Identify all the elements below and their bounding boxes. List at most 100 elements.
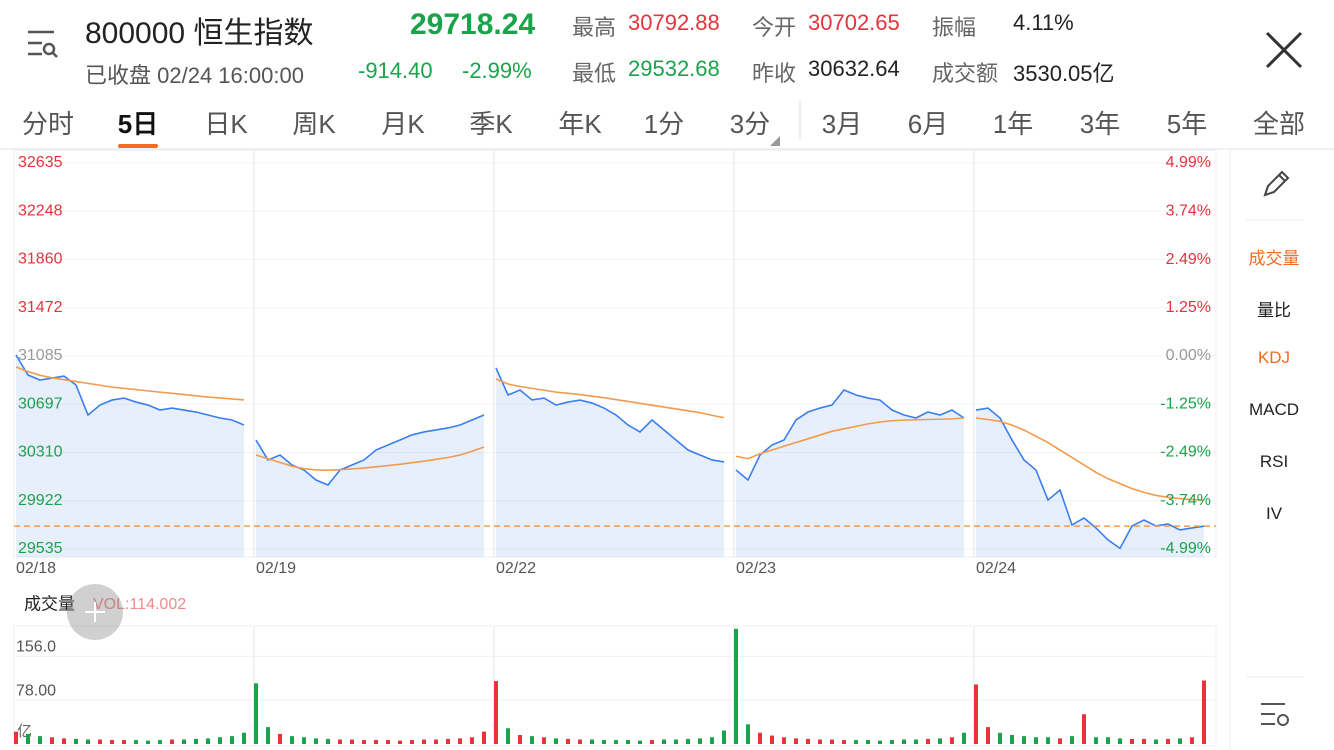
- volume-bar: [446, 738, 450, 744]
- stat-label: 最低: [572, 61, 617, 86]
- tab[interactable]: 季K: [469, 109, 513, 139]
- volume-bar: [1070, 736, 1074, 744]
- y-tick-label: 29535: [18, 540, 63, 557]
- volume-bar: [110, 740, 114, 744]
- volume-bar: [638, 740, 642, 744]
- volume-bar: [710, 737, 714, 744]
- stat-value: 30632.64: [808, 56, 900, 81]
- x-tick-label: 02/19: [256, 560, 296, 577]
- volume-bar: [506, 728, 510, 744]
- average-line: [975, 417, 1205, 501]
- volume-bar: [698, 738, 702, 744]
- y-tick-label: 30310: [18, 444, 63, 461]
- volume-bar: [734, 628, 738, 744]
- menu-icon[interactable]: [28, 30, 58, 58]
- stat-value: 30792.88: [628, 10, 720, 35]
- tab[interactable]: 1分: [643, 109, 685, 139]
- volume-bar: [38, 736, 42, 744]
- side-item[interactable]: MACD: [1248, 400, 1300, 419]
- tab[interactable]: 年K: [558, 109, 602, 139]
- tab[interactable]: 5日: [117, 109, 159, 139]
- y-tick-label: 31085: [18, 347, 63, 364]
- stat-label: 最高: [572, 15, 617, 40]
- volume-bar: [650, 740, 654, 744]
- volume-bar: [122, 740, 126, 744]
- volume-bar: [1130, 738, 1134, 744]
- y-tick-label: 29922: [18, 492, 63, 509]
- edit-icon[interactable]: [1263, 170, 1290, 197]
- volume-bar: [1058, 738, 1062, 744]
- volume-bar: [1118, 738, 1122, 744]
- stat-label: 昨收: [752, 61, 797, 86]
- price-area: [976, 408, 1204, 557]
- side-item[interactable]: RSI: [1259, 452, 1289, 471]
- close-button[interactable]: [1265, 31, 1303, 69]
- tab[interactable]: 3月: [821, 109, 863, 139]
- volume-bar: [722, 730, 726, 744]
- volume-bar: [926, 738, 930, 744]
- average-line: [735, 417, 965, 460]
- settings-icon[interactable]: [1261, 703, 1289, 726]
- price-line: [975, 407, 1205, 550]
- tab[interactable]: 全部: [1252, 109, 1305, 139]
- stock-code: 800000: [85, 17, 186, 50]
- volume-bar: [98, 739, 102, 744]
- side-item[interactable]: 成交量: [1248, 249, 1300, 268]
- tab[interactable]: 6月: [907, 109, 949, 139]
- tab[interactable]: 3年: [1079, 109, 1121, 139]
- x-tick-label: 02/18: [16, 560, 56, 577]
- volume-bar: [194, 738, 198, 744]
- volume-bar: [86, 739, 90, 744]
- y2-tick-label: -3.74%: [1160, 492, 1211, 509]
- x-tick-label: 02/23: [736, 560, 776, 577]
- average-line: [495, 378, 725, 419]
- volume-frame: [13, 625, 1217, 747]
- volume-bar: [1178, 738, 1182, 744]
- volume-bar: [842, 740, 846, 744]
- volume-bar: [134, 740, 138, 744]
- tab[interactable]: 5年: [1166, 109, 1208, 139]
- volume-bar: [938, 738, 942, 744]
- y2-tick-label: -1.25%: [1160, 396, 1211, 413]
- volume-bar: [50, 737, 54, 744]
- stock-name: 恒生指数: [193, 17, 314, 50]
- volume-bar: [674, 739, 678, 744]
- stat-value: 4.11%: [1013, 10, 1074, 35]
- volume-bar: [74, 738, 78, 744]
- y-tick-label: 32248: [18, 202, 63, 219]
- side-item[interactable]: 量比: [1257, 301, 1291, 320]
- volume-bar: [950, 737, 954, 744]
- tab[interactable]: 1年: [992, 109, 1034, 139]
- tab[interactable]: 周K: [292, 109, 336, 139]
- volume-bar: [14, 731, 18, 744]
- volume-bar: [410, 740, 414, 744]
- volume-bar: [374, 740, 378, 744]
- volume-tick-label: 156.0: [16, 639, 56, 656]
- volume-bar: [314, 738, 318, 744]
- volume-bar: [566, 738, 570, 744]
- price: 29718.24: [410, 8, 536, 41]
- volume-bar: [914, 739, 918, 744]
- y2-tick-label: 0.00%: [1166, 347, 1211, 364]
- tab[interactable]: 日K: [204, 109, 248, 139]
- y-tick-label: 31472: [18, 299, 63, 316]
- volume-bar: [986, 727, 990, 744]
- tab[interactable]: 分时: [21, 109, 74, 139]
- volume-bar: [182, 739, 186, 744]
- volume-bar: [998, 732, 1002, 744]
- volume-bar: [890, 740, 894, 744]
- volume-bar: [554, 738, 558, 744]
- y2-tick-label: 2.49%: [1166, 251, 1211, 268]
- tab[interactable]: 3分: [729, 109, 771, 139]
- volume-bar: [770, 735, 774, 744]
- side-item[interactable]: IV: [1265, 504, 1283, 523]
- volume-label: 成交量: [24, 594, 75, 613]
- side-item[interactable]: KDJ: [1257, 348, 1291, 367]
- price-area: [496, 367, 724, 557]
- volume-bar: [854, 740, 858, 744]
- volume-bar: [662, 739, 666, 744]
- tab[interactable]: 月K: [381, 109, 425, 139]
- dropdown-arrow: [770, 136, 780, 146]
- volume-bar: [1202, 680, 1206, 744]
